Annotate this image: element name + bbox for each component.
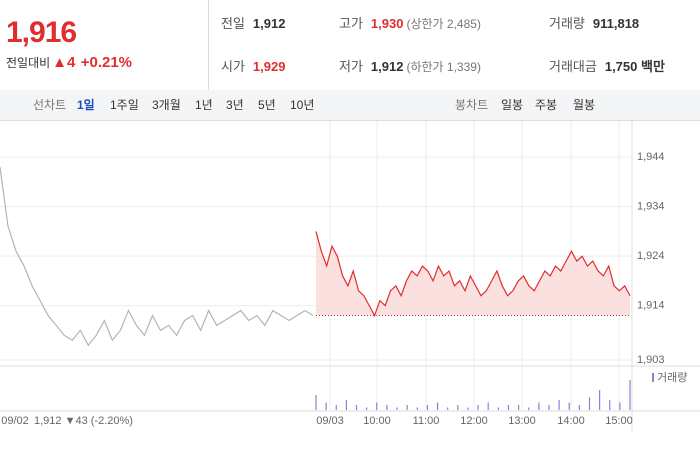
- info-cell: 거래량 911,818: [549, 14, 639, 34]
- volume-bar: [578, 405, 580, 410]
- volume-bar: [386, 405, 388, 410]
- info-value: 911,818: [592, 16, 640, 31]
- tab[interactable]: 월봉: [573, 98, 596, 112]
- line: [0, 167, 314, 347]
- legend-swatch: [652, 373, 654, 382]
- tab-group-label: 봉차트: [455, 98, 489, 112]
- info-cell: 고가 1,930 (상한가 2,485): [339, 14, 481, 34]
- area: [316, 231, 630, 316]
- volume-bar: [436, 402, 439, 410]
- volume-bar: [355, 405, 358, 410]
- summary: 1,916 전일대비 ▲4 +0.21% 전일 1,912 고가 1,930 (상한가 2…: [0, 0, 700, 91]
- tab[interactable]: 일봉: [501, 98, 524, 112]
- info-value: 1,930: [370, 16, 404, 31]
- prev-summary: 1,912 ▼43 (-2.20%): [34, 415, 133, 427]
- volume-bar: [345, 400, 347, 410]
- tab[interactable]: 3년: [226, 98, 244, 112]
- volume-bar: [426, 405, 429, 410]
- y-tick-label: 1,934: [637, 201, 665, 213]
- volume-bar: [396, 407, 398, 410]
- line: [315, 231, 631, 317]
- volume-bar: [325, 402, 327, 410]
- volume-bar: [538, 402, 540, 410]
- volume-bar: [548, 405, 550, 410]
- volume-bar: [366, 407, 368, 410]
- volume-bar: [619, 402, 621, 410]
- volume-bar: [376, 402, 378, 410]
- price: 1,916: [6, 16, 77, 49]
- change-label: 전일대비: [6, 56, 51, 70]
- tab[interactable]: 주봉: [535, 98, 558, 112]
- volume-bar: [507, 405, 510, 410]
- change-pct: +0.21%: [80, 54, 133, 71]
- x-tick-label: 10:00: [363, 415, 391, 427]
- volume-bar: [609, 400, 611, 410]
- info-label: 거래량: [549, 16, 585, 31]
- x-tick-label: 09/03: [316, 415, 344, 427]
- volume-bar: [467, 407, 469, 410]
- info-cell: 전일 1,912: [221, 14, 285, 34]
- tab[interactable]: 1일: [77, 98, 95, 112]
- y-tick-label: 1,903: [637, 354, 665, 366]
- info-value: 1,912: [370, 59, 404, 74]
- info-note: (상한가 2,485): [406, 17, 481, 31]
- info-label: 거래대금: [549, 59, 597, 74]
- volume-bar: [487, 402, 489, 410]
- volume-bar: [416, 407, 418, 410]
- info-cell: 시가 1,929: [221, 57, 285, 77]
- volume-bar: [629, 380, 631, 410]
- volume-bar: [568, 402, 570, 410]
- volume-bar: [558, 400, 560, 410]
- volume-bar: [315, 395, 317, 410]
- volume-bar: [588, 397, 591, 410]
- volume-bar: [335, 405, 337, 410]
- info-label: 고가: [339, 16, 363, 31]
- info-label: 저가: [339, 59, 363, 74]
- volume-bar: [477, 405, 479, 410]
- x-tick-label: 14:00: [557, 415, 585, 427]
- info-note: (하한가 1,339): [406, 60, 481, 74]
- tab[interactable]: 1주일: [110, 98, 139, 112]
- y-tick-label: 1,914: [637, 300, 665, 312]
- volume-bar: [528, 407, 530, 410]
- info-cell: 거래대금 1,750 백만: [549, 57, 665, 77]
- legend-label: 거래량: [657, 371, 687, 384]
- info-cell: 저가 1,912 (하한가 1,339): [339, 57, 481, 77]
- x-tick-label: 12:00: [460, 415, 488, 427]
- volume-bar: [497, 407, 499, 410]
- info-value: 1,750 백만: [604, 59, 665, 74]
- quote: 1,916 전일대비 ▲4 +0.21%: [0, 0, 209, 90]
- change: 전일대비 ▲4 +0.21%: [6, 54, 132, 71]
- chart: 1,944 1,934 1,924 1,914 1,903 09/02 09/03 10:00…: [0, 121, 700, 431]
- tab[interactable]: 1년: [195, 98, 213, 112]
- volume-bar: [517, 405, 520, 410]
- change-value: ▲4: [52, 54, 76, 71]
- y-tick-label: 1,924: [637, 250, 665, 262]
- x-tick-label: 09/02: [1, 415, 29, 427]
- x-tick-label: 15:00: [605, 415, 633, 427]
- info-value: 1,929: [252, 59, 286, 74]
- y-tick-label: 1,944: [637, 151, 665, 163]
- info-grid: 전일 1,912 고가 1,930 (상한가 2,485) 거래량 911,818 시가 1,9…: [209, 0, 700, 90]
- volume-bar: [457, 405, 459, 410]
- volume-bar: [599, 390, 601, 410]
- volume-bar: [406, 405, 408, 410]
- x-tick-label: 13:00: [508, 415, 536, 427]
- x-tick-label: 11:00: [413, 415, 440, 427]
- info-label: 시가: [221, 59, 245, 74]
- tab[interactable]: 10년: [290, 98, 315, 112]
- tab-group-label: 선차트: [33, 98, 67, 112]
- tab[interactable]: 3개월: [152, 98, 181, 112]
- tab[interactable]: 5년: [258, 98, 276, 112]
- info-value: 1,912: [252, 16, 286, 31]
- tab-bar: 선차트 1일 1주일 3개월 1년 3년 5년 10년 봉차트 일봉 주봉 월봉: [0, 90, 700, 121]
- info-label: 전일: [221, 16, 245, 31]
- volume-bar: [447, 407, 449, 410]
